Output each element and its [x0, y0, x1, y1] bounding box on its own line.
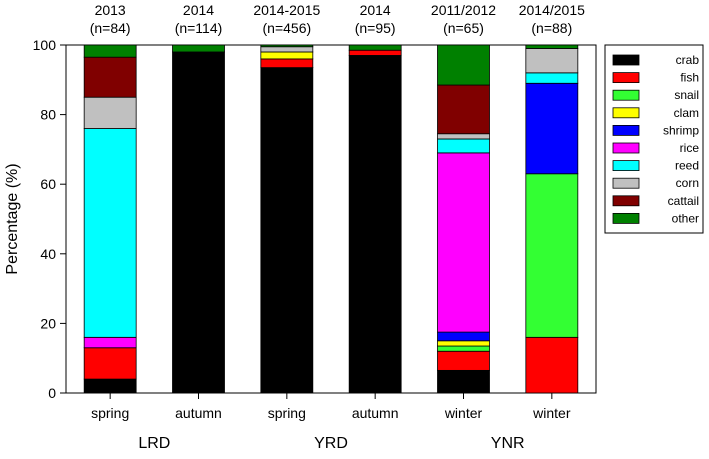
bar-top-n-label: (n=456) [263, 20, 312, 36]
y-tick-label: 100 [33, 37, 57, 53]
y-tick-label: 40 [40, 246, 56, 262]
bar-segment-fish [437, 350, 490, 371]
legend-swatch-clam [612, 107, 640, 119]
bar-segment-other [172, 44, 225, 53]
bar-segment-corn [525, 48, 579, 74]
legend-label-shrimp: shrimp [663, 123, 699, 137]
bar-top-n-label: (n=95) [355, 20, 396, 36]
bar-segment-clam [260, 51, 314, 60]
bar-segment-other [348, 44, 402, 51]
y-tick-label: 60 [40, 176, 56, 192]
legend-label-fish: fish [680, 71, 699, 85]
bar-segment-fish [260, 58, 314, 69]
bar-segment-corn [437, 133, 490, 140]
legend-swatch-cattail [612, 195, 640, 207]
x-tick-label: spring [268, 405, 306, 421]
legend-label-rice: rice [680, 141, 700, 155]
bar-segment-crab [348, 55, 402, 394]
bar-top-year-label: 2014-2015 [253, 2, 320, 18]
x-tick-label: autumn [175, 405, 222, 421]
legend-label-snail: snail [674, 88, 699, 102]
x-tick-label: spring [91, 405, 129, 421]
bar-top-year-label: 2014 [183, 2, 214, 18]
plot-frame [65, 44, 597, 394]
bar-top-year-label: 2011/2012 [431, 2, 496, 18]
legend-swatch-shrimp [612, 125, 640, 136]
bar-segment-reed [83, 128, 137, 338]
x-tick-label: winter [532, 405, 571, 421]
bar-segment-corn [83, 96, 137, 129]
bar-segment-rice [83, 336, 137, 349]
legend-label-crab: crab [676, 53, 700, 67]
bar-top-year-label: 2013 [95, 2, 126, 18]
bar-segment-rice [437, 152, 490, 333]
bar-segment-cattail [437, 84, 490, 135]
bar-segment-shrimp [437, 331, 490, 342]
y-axis-label: Percentage (%) [4, 163, 21, 274]
y-tick-label: 0 [48, 385, 56, 401]
group-label: YNR [491, 435, 525, 452]
bar-segment-fish [348, 49, 402, 56]
bar-segment-fish [83, 347, 137, 380]
bar-segment-snail [437, 345, 490, 352]
bar-segment-fish [525, 336, 579, 394]
legend-swatch-corn [612, 177, 640, 189]
legend-swatch-reed [612, 160, 640, 172]
y-tick-label: 20 [40, 315, 56, 331]
bar-segment-other [525, 44, 579, 49]
bar-segment-snail [525, 173, 579, 338]
bar-top-n-label: (n=114) [175, 20, 223, 36]
bar-segment-shrimp [525, 82, 579, 175]
legend-swatch-crab [612, 54, 640, 66]
bar-segment-crab [172, 51, 225, 394]
bar-top-n-label: (n=84) [90, 20, 131, 36]
legend-swatch-fish [612, 72, 640, 83]
x-tick-label: autumn [352, 405, 399, 421]
legend-label-reed: reed [675, 159, 699, 173]
y-tick-label: 80 [40, 107, 56, 123]
group-label: YRD [314, 435, 348, 452]
bar-segment-other [83, 44, 137, 58]
bar-segment-corn [260, 46, 314, 53]
legend-swatch-other [612, 212, 640, 224]
bar-segment-reed [525, 72, 579, 84]
legend-label-other: other [672, 211, 699, 225]
bar-segment-crab [260, 67, 314, 394]
bar-segment-other [437, 44, 490, 86]
bar-segment-crab [83, 378, 137, 394]
bar-top-n-label: (n=88) [531, 20, 572, 36]
x-tick-label: winter [444, 405, 483, 421]
bar-top-year-label: 2014 [360, 2, 391, 18]
bar-segment-reed [437, 138, 490, 154]
bar-segment-clam [437, 340, 490, 347]
bar-top-n-label: (n=65) [443, 20, 484, 36]
bar-segment-crab [437, 369, 490, 394]
group-label: LRD [138, 435, 170, 452]
bar-top-year-label: 2014/2015 [519, 2, 585, 18]
legend-swatch-snail [612, 89, 640, 101]
legend-label-clam: clam [674, 106, 699, 120]
legend-label-cattail: cattail [668, 194, 699, 208]
bar-segment-other [260, 44, 314, 48]
legend-swatch-rice [612, 142, 640, 154]
bar-segment-cattail [83, 56, 137, 98]
legend-label-corn: corn [676, 176, 699, 190]
